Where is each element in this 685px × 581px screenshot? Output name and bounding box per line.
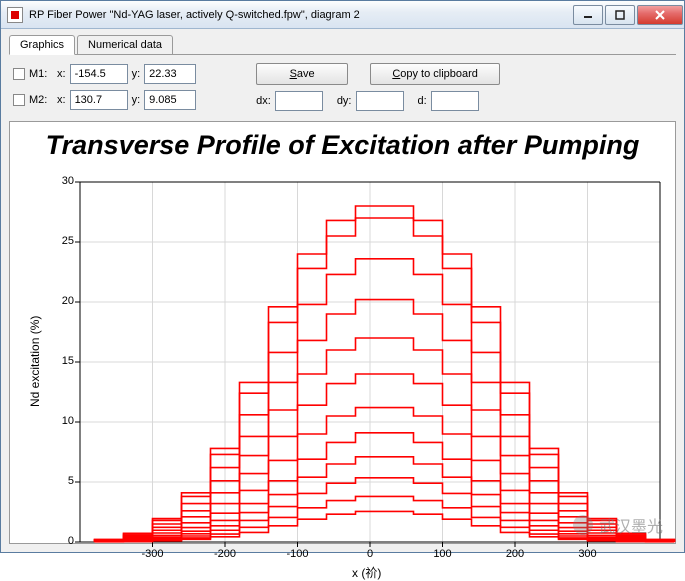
controls-panel: M1: x: y: M2: x: y: Save xyxy=(9,55,676,115)
maximize-icon xyxy=(615,10,625,20)
dy-label: dy: xyxy=(337,95,352,107)
m1-x-label: x: xyxy=(57,68,66,80)
maximize-button[interactable] xyxy=(605,5,635,25)
y-axis-label: Nd excitation (%) xyxy=(28,316,42,407)
save-button[interactable]: Save xyxy=(256,63,348,85)
window-title: RP Fiber Power "Nd-YAG laser, actively Q… xyxy=(29,9,360,21)
d-label: d: xyxy=(418,95,427,107)
x-tick-label: 300 xyxy=(573,548,603,560)
m1-y-label: y: xyxy=(132,68,141,80)
m2-y-input[interactable] xyxy=(144,90,196,110)
watermark-text: 武汉墨光 xyxy=(599,513,663,537)
m1-label: M1: xyxy=(29,68,53,80)
dx-input[interactable] xyxy=(275,91,323,111)
x-tick-label: 100 xyxy=(428,548,458,560)
m1-y-input[interactable] xyxy=(144,64,196,84)
m2-x-label: x: xyxy=(57,94,66,106)
app-window: RP Fiber Power "Nd-YAG laser, actively Q… xyxy=(0,0,685,553)
minimize-button[interactable] xyxy=(573,5,603,25)
x-tick-label: -100 xyxy=(283,548,313,560)
y-tick-label: 0 xyxy=(50,535,74,547)
tab-numerical-label: Numerical data xyxy=(88,39,162,51)
plot xyxy=(10,122,677,562)
m1-x-input[interactable] xyxy=(70,64,128,84)
tab-numerical[interactable]: Numerical data xyxy=(77,35,173,55)
m2-x-input[interactable] xyxy=(70,90,128,110)
x-tick-label: -200 xyxy=(210,548,240,560)
dy-input[interactable] xyxy=(356,91,404,111)
x-axis-label: x (祄) xyxy=(352,564,381,581)
close-button[interactable] xyxy=(637,5,683,25)
app-icon xyxy=(7,7,23,23)
tab-graphics-label: Graphics xyxy=(20,39,64,51)
m1-checkbox[interactable] xyxy=(13,68,25,80)
client-area: Graphics Numerical data M1: x: y: M2: x: xyxy=(1,29,684,552)
minimize-icon xyxy=(583,10,593,20)
tabstrip: Graphics Numerical data xyxy=(9,35,676,55)
titlebar[interactable]: RP Fiber Power "Nd-YAG laser, actively Q… xyxy=(1,1,684,29)
dx-label: dx: xyxy=(256,95,271,107)
y-tick-label: 25 xyxy=(50,235,74,247)
m2-label: M2: xyxy=(29,94,53,106)
copy-button[interactable]: Copy to clipboard xyxy=(370,63,500,85)
m2-y-label: y: xyxy=(132,94,141,106)
watermark: 武汉墨光 xyxy=(573,513,663,537)
m2-checkbox[interactable] xyxy=(13,94,25,106)
watermark-icon xyxy=(573,515,593,535)
x-tick-label: 200 xyxy=(500,548,530,560)
chart-area: Transverse Profile of Excitation after P… xyxy=(9,121,676,544)
x-tick-label: -300 xyxy=(138,548,168,560)
close-icon xyxy=(654,9,666,21)
d-input[interactable] xyxy=(431,91,479,111)
tab-graphics[interactable]: Graphics xyxy=(9,35,75,55)
y-tick-label: 20 xyxy=(50,295,74,307)
y-tick-label: 5 xyxy=(50,475,74,487)
y-tick-label: 30 xyxy=(50,175,74,187)
x-tick-label: 0 xyxy=(355,548,385,560)
y-tick-label: 10 xyxy=(50,415,74,427)
y-tick-label: 15 xyxy=(50,355,74,367)
